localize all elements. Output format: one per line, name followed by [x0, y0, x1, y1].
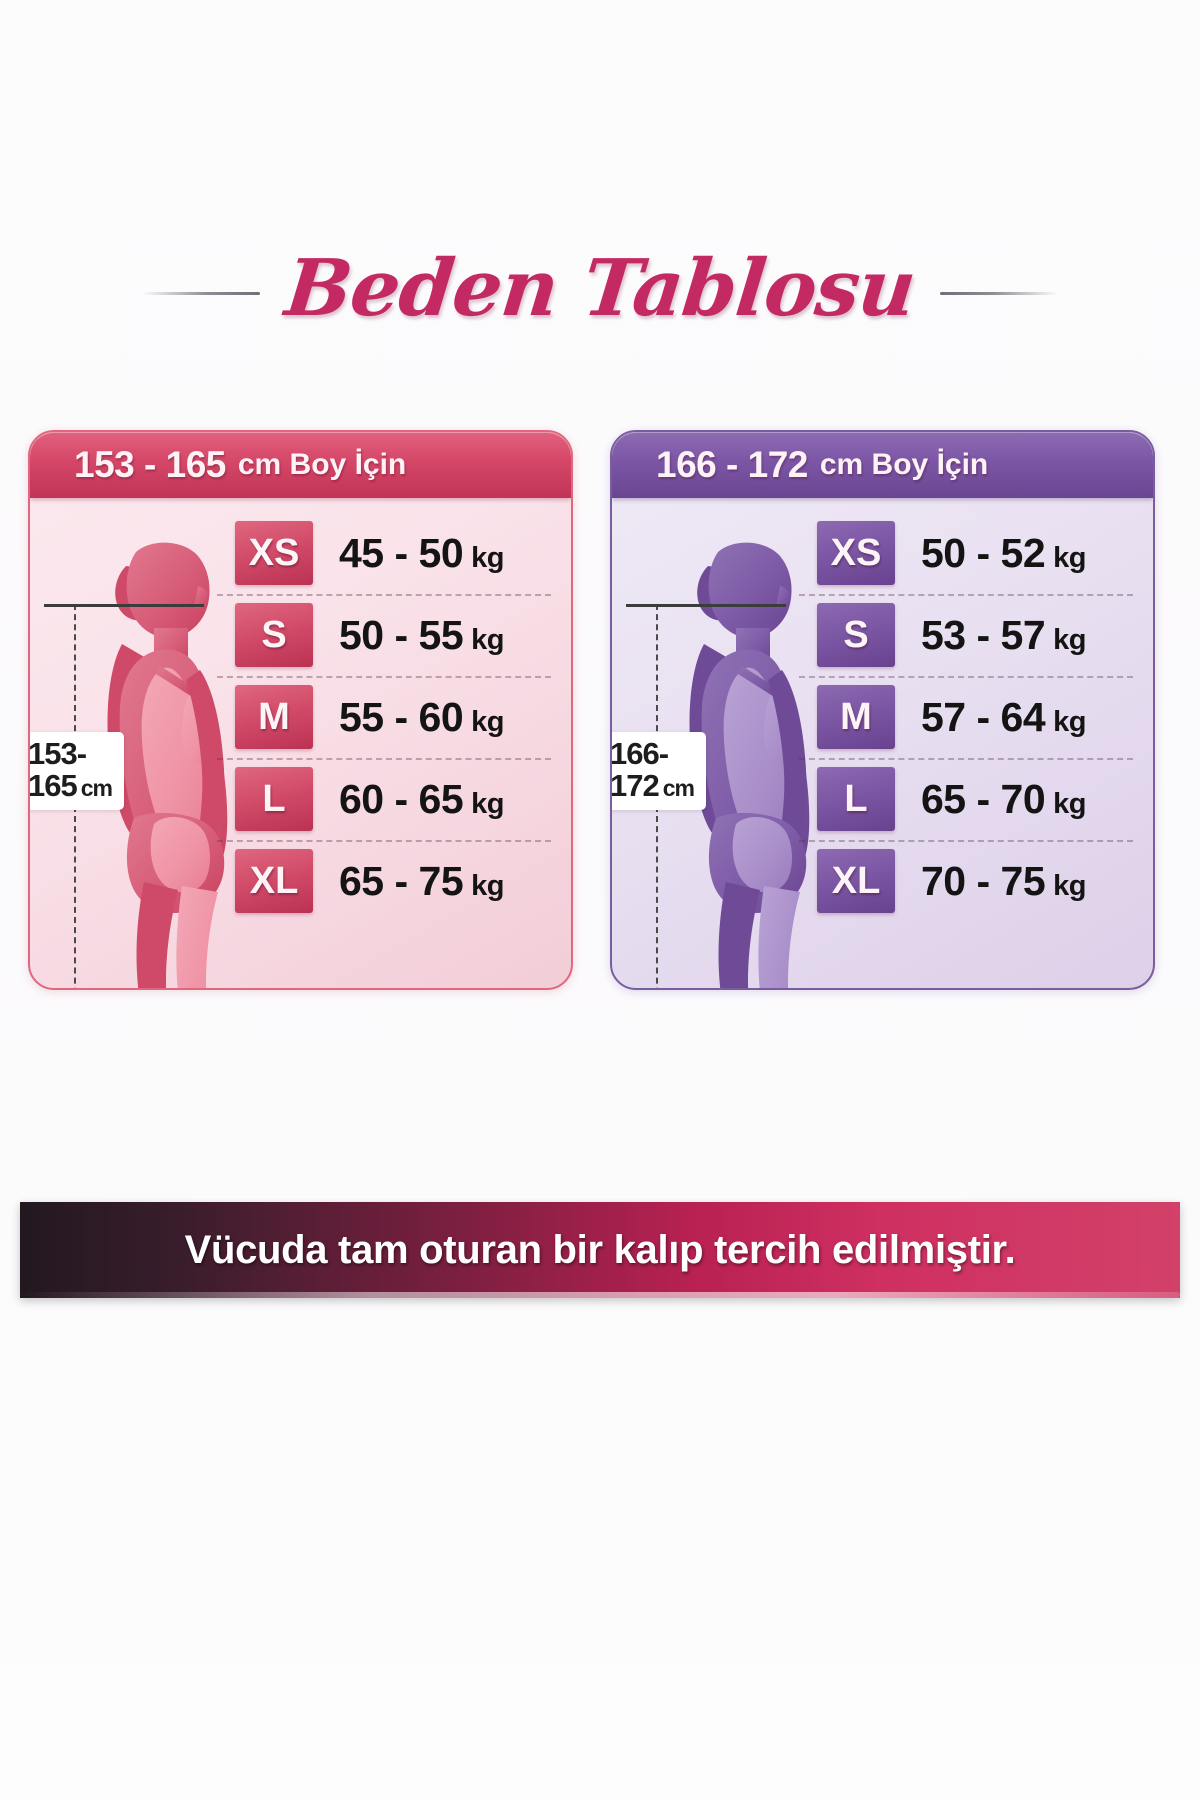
weight-value: 53 - 57: [921, 611, 1046, 658]
weight-unit: kg: [1053, 869, 1086, 902]
card-header: 153 - 165 cm Boy İçin: [30, 432, 571, 498]
weight-range: 45 - 50 kg: [339, 530, 504, 577]
size-badge: L: [817, 767, 895, 831]
size-rows: XS 50 - 52 kg S 53 - 57 kg M 57 - 64 kg: [799, 512, 1135, 922]
weight-unit: kg: [471, 541, 504, 574]
page-title-block: Beden Tablosu: [0, 228, 1200, 348]
size-cards-container: 153 - 165 cm Boy İçin: [0, 430, 1200, 1050]
card-surface: 153 - 165 cm Boy İçin: [28, 430, 573, 990]
size-badge: XS: [817, 521, 895, 585]
size-row[interactable]: M 57 - 64 kg: [799, 676, 1135, 758]
row-divider: [799, 840, 1133, 842]
banner-body: Vücuda tam oturan bir kalıp tercih edilm…: [20, 1202, 1180, 1298]
weight-unit: kg: [1053, 787, 1086, 820]
size-row[interactable]: XL 65 - 75 kg: [217, 840, 553, 922]
size-badge: XL: [817, 849, 895, 913]
size-card-166-172: 166 - 172 cm Boy İçin: [610, 430, 1155, 990]
card-header: 166 - 172 cm Boy İçin: [612, 432, 1153, 498]
weight-unit: kg: [1053, 541, 1086, 574]
size-badge: XS: [235, 521, 313, 585]
height-label-unit: cm: [662, 775, 695, 802]
banner-top-highlight: [20, 1196, 1180, 1203]
row-divider: [217, 594, 551, 596]
row-divider: [799, 758, 1133, 760]
height-label-line1: 166-: [610, 736, 669, 771]
size-badge: XL: [235, 849, 313, 913]
weight-unit: kg: [471, 623, 504, 656]
size-badge: M: [235, 685, 313, 749]
size-row[interactable]: XS 45 - 50 kg: [235, 512, 553, 594]
weight-range: 70 - 75 kg: [921, 858, 1086, 905]
weight-range: 55 - 60 kg: [339, 694, 504, 741]
weight-value: 70 - 75: [921, 857, 1046, 904]
size-row[interactable]: XS 50 - 52 kg: [817, 512, 1135, 594]
title-rule-right: [940, 291, 1059, 295]
weight-value: 55 - 60: [339, 693, 464, 740]
weight-value: 60 - 65: [339, 775, 464, 822]
weight-value: 57 - 64: [921, 693, 1046, 740]
size-row[interactable]: L 60 - 65 kg: [217, 758, 553, 840]
weight-unit: kg: [1053, 623, 1086, 656]
weight-range: 53 - 57 kg: [921, 612, 1086, 659]
fit-note-banner: Vücuda tam oturan bir kalıp tercih edilm…: [20, 1190, 1180, 1308]
title-rule-left: [141, 291, 260, 295]
height-ruler-cap: [626, 604, 786, 607]
height-range-label: 166- 172 cm: [610, 732, 706, 811]
weight-unit: kg: [471, 869, 504, 902]
height-label-line1: 153-: [28, 736, 87, 771]
card-header-range: 153 - 165: [74, 444, 226, 485]
banner-text: Vücuda tam oturan bir kalıp tercih edilm…: [184, 1227, 1016, 1272]
size-row[interactable]: S 53 - 57 kg: [799, 594, 1135, 676]
size-row[interactable]: L 65 - 70 kg: [799, 758, 1135, 840]
height-range-label: 153- 165 cm: [28, 732, 124, 811]
row-divider: [217, 676, 551, 678]
size-row[interactable]: M 55 - 60 kg: [217, 676, 553, 758]
row-divider: [217, 758, 551, 760]
weight-range: 65 - 75 kg: [339, 858, 504, 905]
weight-range: 50 - 52 kg: [921, 530, 1086, 577]
weight-range: 65 - 70 kg: [921, 776, 1086, 823]
card-header-range: 166 - 172: [656, 444, 808, 485]
size-badge: L: [235, 767, 313, 831]
height-label-unit: cm: [80, 775, 113, 802]
size-rows: XS 45 - 50 kg S 50 - 55 kg M 55 - 60 kg: [217, 512, 553, 922]
size-row[interactable]: S 50 - 55 kg: [217, 594, 553, 676]
weight-value: 65 - 70: [921, 775, 1046, 822]
weight-value: 65 - 75: [339, 857, 464, 904]
height-ruler-cap: [44, 604, 204, 607]
weight-unit: kg: [471, 705, 504, 738]
weight-value: 50 - 52: [921, 529, 1046, 576]
size-badge: S: [817, 603, 895, 667]
weight-range: 50 - 55 kg: [339, 612, 504, 659]
page-title: Beden Tablosu: [280, 242, 920, 334]
weight-unit: kg: [1053, 705, 1086, 738]
card-header-suffix: cm Boy İçin: [819, 448, 989, 481]
card-surface: 166 - 172 cm Boy İçin: [610, 430, 1155, 990]
weight-range: 60 - 65 kg: [339, 776, 504, 823]
size-row[interactable]: XL 70 - 75 kg: [799, 840, 1135, 922]
row-divider: [217, 840, 551, 842]
weight-unit: kg: [471, 787, 504, 820]
banner-bottom-highlight: [20, 1292, 1180, 1298]
size-badge: S: [235, 603, 313, 667]
size-card-153-165: 153 - 165 cm Boy İçin: [28, 430, 573, 990]
weight-range: 57 - 64 kg: [921, 694, 1086, 741]
weight-value: 45 - 50: [339, 529, 464, 576]
height-label-line2: 165: [28, 768, 78, 804]
weight-value: 50 - 55: [339, 611, 464, 658]
card-header-suffix: cm Boy İçin: [237, 448, 407, 481]
height-label-line2: 172: [610, 768, 660, 804]
row-divider: [799, 594, 1133, 596]
size-badge: M: [817, 685, 895, 749]
row-divider: [799, 676, 1133, 678]
